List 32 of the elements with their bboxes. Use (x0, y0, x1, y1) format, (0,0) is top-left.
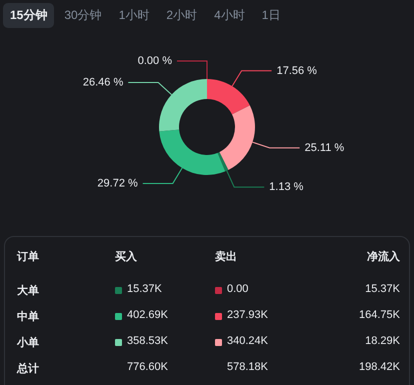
text: 198.42K (359, 361, 400, 373)
text: 402.69K (127, 309, 168, 321)
data-label: 17.56 % (276, 64, 318, 77)
text: 237.93K (227, 309, 268, 321)
text: 买入 (115, 250, 137, 264)
data-label: 26.46 % (82, 76, 124, 89)
text: 340.24K (227, 335, 268, 347)
text: 0.00 (227, 283, 248, 295)
text: 15.37K (127, 283, 162, 295)
text: 净流入 (367, 250, 400, 264)
text: 30分钟 (63, 7, 103, 24)
text: 中单 (17, 310, 39, 324)
text: 776.60K (127, 361, 168, 373)
text: 15.37K (365, 283, 400, 295)
data-label: 25.11 % (304, 142, 344, 154)
text: 大单 (17, 284, 39, 298)
text: 578.18K (227, 361, 268, 373)
text: 卖出 (215, 250, 237, 264)
text: 2小时 (165, 7, 198, 24)
data-label: 1.13 % (269, 181, 304, 194)
text: 小单 (17, 336, 39, 350)
data-label: 29.72 % (97, 177, 138, 190)
text: 358.53K (127, 335, 168, 347)
text: 0.00 % (138, 55, 172, 67)
text: 18.29K (365, 335, 400, 347)
text: 4小时 (213, 7, 246, 24)
text: 15分钟 (3, 3, 54, 28)
text: 1日 (260, 7, 282, 24)
text: 1小时 (118, 7, 150, 24)
text: 164.75K (359, 309, 400, 321)
text: 总计 (17, 362, 39, 376)
text: 订单 (17, 250, 39, 264)
